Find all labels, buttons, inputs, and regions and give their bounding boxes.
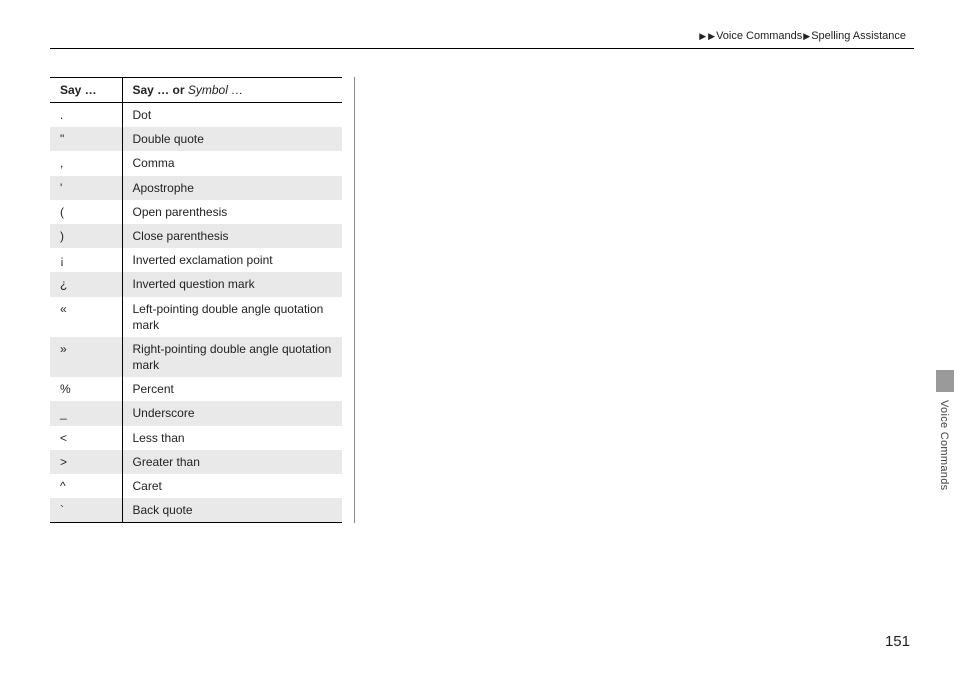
table-row: %Percent [50,377,342,401]
symbol-cell: » [50,337,122,377]
breadcrumb-subsection: Spelling Assistance [811,30,906,42]
table-row: `Back quote [50,498,342,523]
name-cell: Dot [122,103,342,128]
content-columns: Say … Say … or Symbol … .Dot"Double quot… [50,77,914,523]
table-row: ¿Inverted question mark [50,272,342,296]
page-number: 151 [885,633,910,650]
table-row: ^Caret [50,474,342,498]
name-cell: Less than [122,426,342,450]
symbol-cell: ¡ [50,248,122,272]
name-cell: Right-pointing double angle quotation ma… [122,337,342,377]
left-column: Say … Say … or Symbol … .Dot"Double quot… [50,77,355,523]
table-row: ,Comma [50,151,342,175]
name-cell: Open parenthesis [122,200,342,224]
symbol-cell: " [50,127,122,151]
breadcrumb: ▶▶Voice Commands▶Spelling Assistance [50,30,914,49]
name-cell: Double quote [122,127,342,151]
table-row: »Right-pointing double angle quotation m… [50,337,342,377]
symbol-cell: . [50,103,122,128]
page: ▶▶Voice Commands▶Spelling Assistance Say… [0,0,954,674]
name-cell: Comma [122,151,342,175]
symbol-cell: ' [50,176,122,200]
table-row: _Underscore [50,401,342,425]
table-body: .Dot"Double quote,Comma'Apostrophe(Open … [50,103,342,523]
symbol-cell: ) [50,224,122,248]
triangle-icon: ▶ [803,31,810,41]
breadcrumb-section: Voice Commands [716,30,802,42]
table-row: <Less than [50,426,342,450]
table-header-say-or-symbol: Say … or Symbol … [122,78,342,103]
symbol-cell: « [50,297,122,337]
name-cell: Inverted exclamation point [122,248,342,272]
side-tab-marker [936,370,954,392]
name-cell: Percent [122,377,342,401]
name-cell: Caret [122,474,342,498]
symbol-cell: ¿ [50,272,122,296]
name-cell: Apostrophe [122,176,342,200]
middle-column [355,77,660,523]
symbol-cell: % [50,377,122,401]
triangle-icon: ▶ [699,31,706,41]
table-row: (Open parenthesis [50,200,342,224]
name-cell: Back quote [122,498,342,523]
table-header-say: Say … [50,78,122,103]
table-row: .Dot [50,103,342,128]
name-cell: Greater than [122,450,342,474]
header-italic: Symbol … [188,83,243,97]
name-cell: Underscore [122,401,342,425]
table-row: 'Apostrophe [50,176,342,200]
symbol-cell: ` [50,498,122,523]
symbol-cell: _ [50,401,122,425]
name-cell: Inverted question mark [122,272,342,296]
header-prefix: Say … or [133,83,188,97]
symbol-cell: ( [50,200,122,224]
table-row: )Close parenthesis [50,224,342,248]
symbol-cell: , [50,151,122,175]
triangle-icon: ▶ [708,31,715,41]
table-row: ¡Inverted exclamation point [50,248,342,272]
table-row: «Left-pointing double angle quotation ma… [50,297,342,337]
table-row: "Double quote [50,127,342,151]
symbol-cell: < [50,426,122,450]
symbols-table: Say … Say … or Symbol … .Dot"Double quot… [50,77,342,523]
name-cell: Left-pointing double angle quotation mar… [122,297,342,337]
name-cell: Close parenthesis [122,224,342,248]
table-header-row: Say … Say … or Symbol … [50,78,342,103]
symbol-cell: > [50,450,122,474]
symbol-cell: ^ [50,474,122,498]
side-section-label: Voice Commands [938,400,950,490]
table-row: >Greater than [50,450,342,474]
